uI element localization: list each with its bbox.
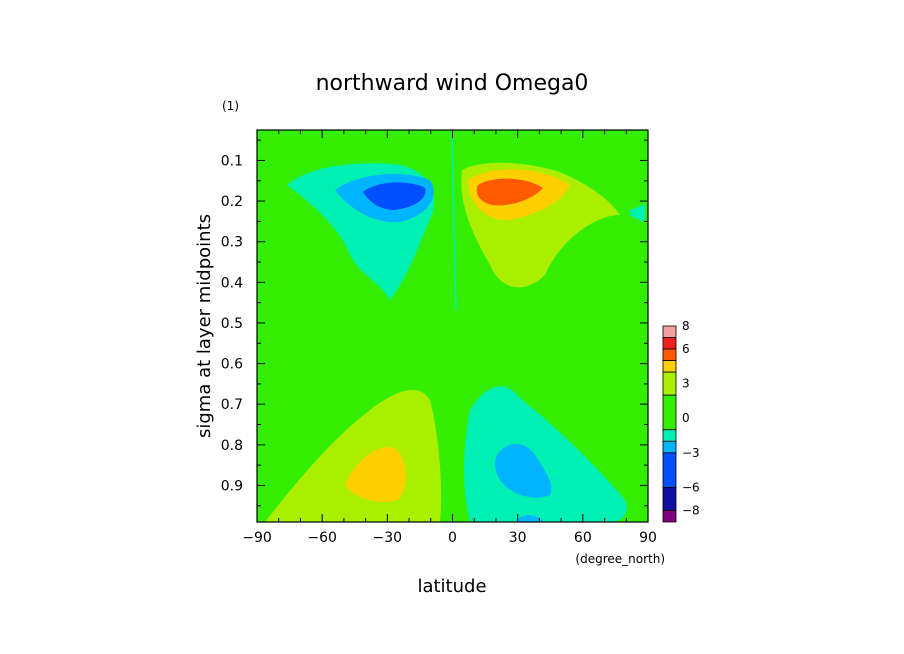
x-tick-label: 60 [574,530,592,546]
y-axis-label: sigma at layer midpoints [194,214,215,438]
chart-title: northward wind Omega0 [316,71,589,96]
y-tick-label: 0.1 [221,153,243,169]
colorbar-level [662,337,677,350]
colorbar-level [662,325,677,338]
contour-upper-right-cyan-patch [630,204,645,222]
colorbar-level [662,371,677,396]
x-tick-label: −90 [242,530,272,546]
colorbar-level [662,394,677,431]
y-tick-label: 0.4 [221,275,243,291]
x-tick-label: 30 [509,530,527,546]
colorbar-level [662,429,677,442]
colorbar-tick-label: −6 [682,480,700,494]
plot-area [256,129,649,523]
value-unit-label: (1) [222,99,239,113]
y-tick-label: 0.2 [221,194,243,210]
colorbar-tick-label: −8 [682,503,700,517]
contour-lower-right-teal [464,386,627,522]
colorbar-tick-label: −3 [682,446,700,460]
colorbar-level [662,452,677,488]
y-tick-label: 0.6 [221,357,243,373]
colorbar: 8 6 3 0 −3 −6 −8 [662,319,700,523]
colorbar-level [662,360,677,373]
colorbar-tick-label: 6 [682,342,690,356]
y-tick-label: 0.7 [221,397,243,413]
colorbar-level [662,348,677,361]
x-axis: −90 −60 −30 0 30 60 90 [242,130,657,546]
colorbar-tick-label: 0 [682,411,690,425]
contour-lower-left-yellow [345,447,406,502]
contour-bottom-cyan-patch [516,515,544,522]
y-tick-label: 0.9 [221,478,243,494]
x-tick-label: 0 [448,530,457,546]
y-axis: 0.1 0.2 0.3 0.4 0.5 0.6 0.7 0.8 0.9 [221,139,648,507]
contour-upper-left-blue [363,182,426,210]
y-tick-label: 0.5 [221,316,243,332]
colorbar-level [662,487,677,511]
colorbar-tick-label: 8 [682,319,690,333]
contour-upper-right-orange [476,178,543,206]
x-unit-label: (degree_north) [575,552,665,566]
x-tick-label: 90 [639,530,657,546]
colorbar-level [662,510,677,523]
colorbar-tick-label: 3 [682,377,690,391]
y-tick-label: 0.8 [221,438,243,454]
x-axis-label: latitude [417,576,486,597]
y-tick-label: 0.3 [221,235,243,251]
contour-lower-right-cyan [495,443,552,498]
colorbar-level [662,440,677,454]
x-tick-label: −60 [307,530,337,546]
x-tick-label: −30 [373,530,403,546]
equator-contour-line [451,129,457,311]
